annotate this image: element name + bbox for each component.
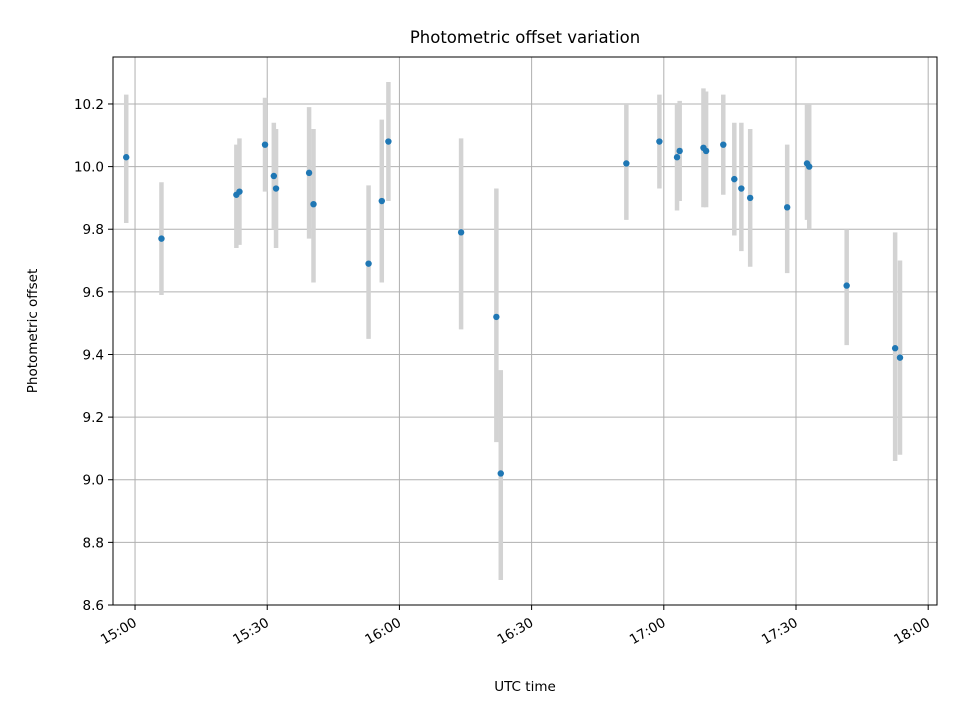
chart-title: Photometric offset variation: [410, 28, 640, 47]
data-point: [158, 235, 165, 242]
x-tick-label: 15:30: [230, 615, 272, 648]
data-point: [806, 163, 813, 170]
data-point: [738, 185, 745, 192]
x-tick-label: 15:00: [98, 615, 140, 648]
y-tick-label: 9.2: [83, 410, 104, 426]
data-points: [123, 138, 904, 477]
data-point: [457, 229, 465, 236]
data-point: [783, 204, 791, 211]
data-point: [305, 169, 313, 177]
data-point: [272, 185, 280, 192]
y-tick-label: 9.4: [83, 347, 104, 363]
y-tick-label: 10.2: [74, 97, 104, 113]
data-point: [746, 194, 754, 202]
data-point: [731, 175, 738, 183]
data-point: [623, 160, 630, 167]
y-tick-label: 8.8: [83, 535, 104, 551]
data-point: [385, 138, 392, 145]
data-point: [261, 141, 269, 148]
data-point: [378, 197, 385, 205]
data-point: [270, 172, 278, 180]
data-point: [720, 141, 727, 148]
x-tick-label: 16:30: [495, 615, 537, 648]
data-point: [310, 200, 317, 208]
data-point: [673, 154, 681, 161]
x-tick-label: 17:00: [627, 615, 669, 648]
data-point: [676, 147, 683, 155]
y-tick-label: 8.6: [83, 598, 104, 614]
data-point: [236, 188, 243, 195]
data-point: [365, 260, 372, 267]
y-tick-label: 9.8: [83, 222, 104, 238]
x-tick-label: 16:00: [362, 615, 404, 648]
plot-frame: [112, 56, 938, 606]
data-point: [843, 282, 850, 289]
grid-lines: [113, 57, 937, 606]
y-axis-label: Photometric offset: [25, 269, 41, 393]
x-tick-label: 18:00: [891, 615, 933, 648]
axis-ticks: 15:00 15:30 16:00 16:30 17:00 17:30 18:00 8.6 8.…: [74, 97, 933, 648]
y-tick-label: 9.6: [83, 285, 104, 301]
data-point: [891, 345, 899, 352]
y-tick-label: 9.0: [83, 473, 104, 489]
data-point: [896, 354, 904, 361]
data-point: [493, 313, 500, 321]
data-point: [656, 138, 663, 145]
x-axis-label: UTC time: [494, 679, 556, 695]
x-tick-label: 17:30: [759, 615, 801, 648]
data-point: [497, 470, 504, 477]
data-point: [123, 154, 130, 161]
y-tick-label: 10.0: [74, 160, 104, 176]
data-point: [702, 147, 710, 155]
error-bars: [123, 82, 903, 580]
